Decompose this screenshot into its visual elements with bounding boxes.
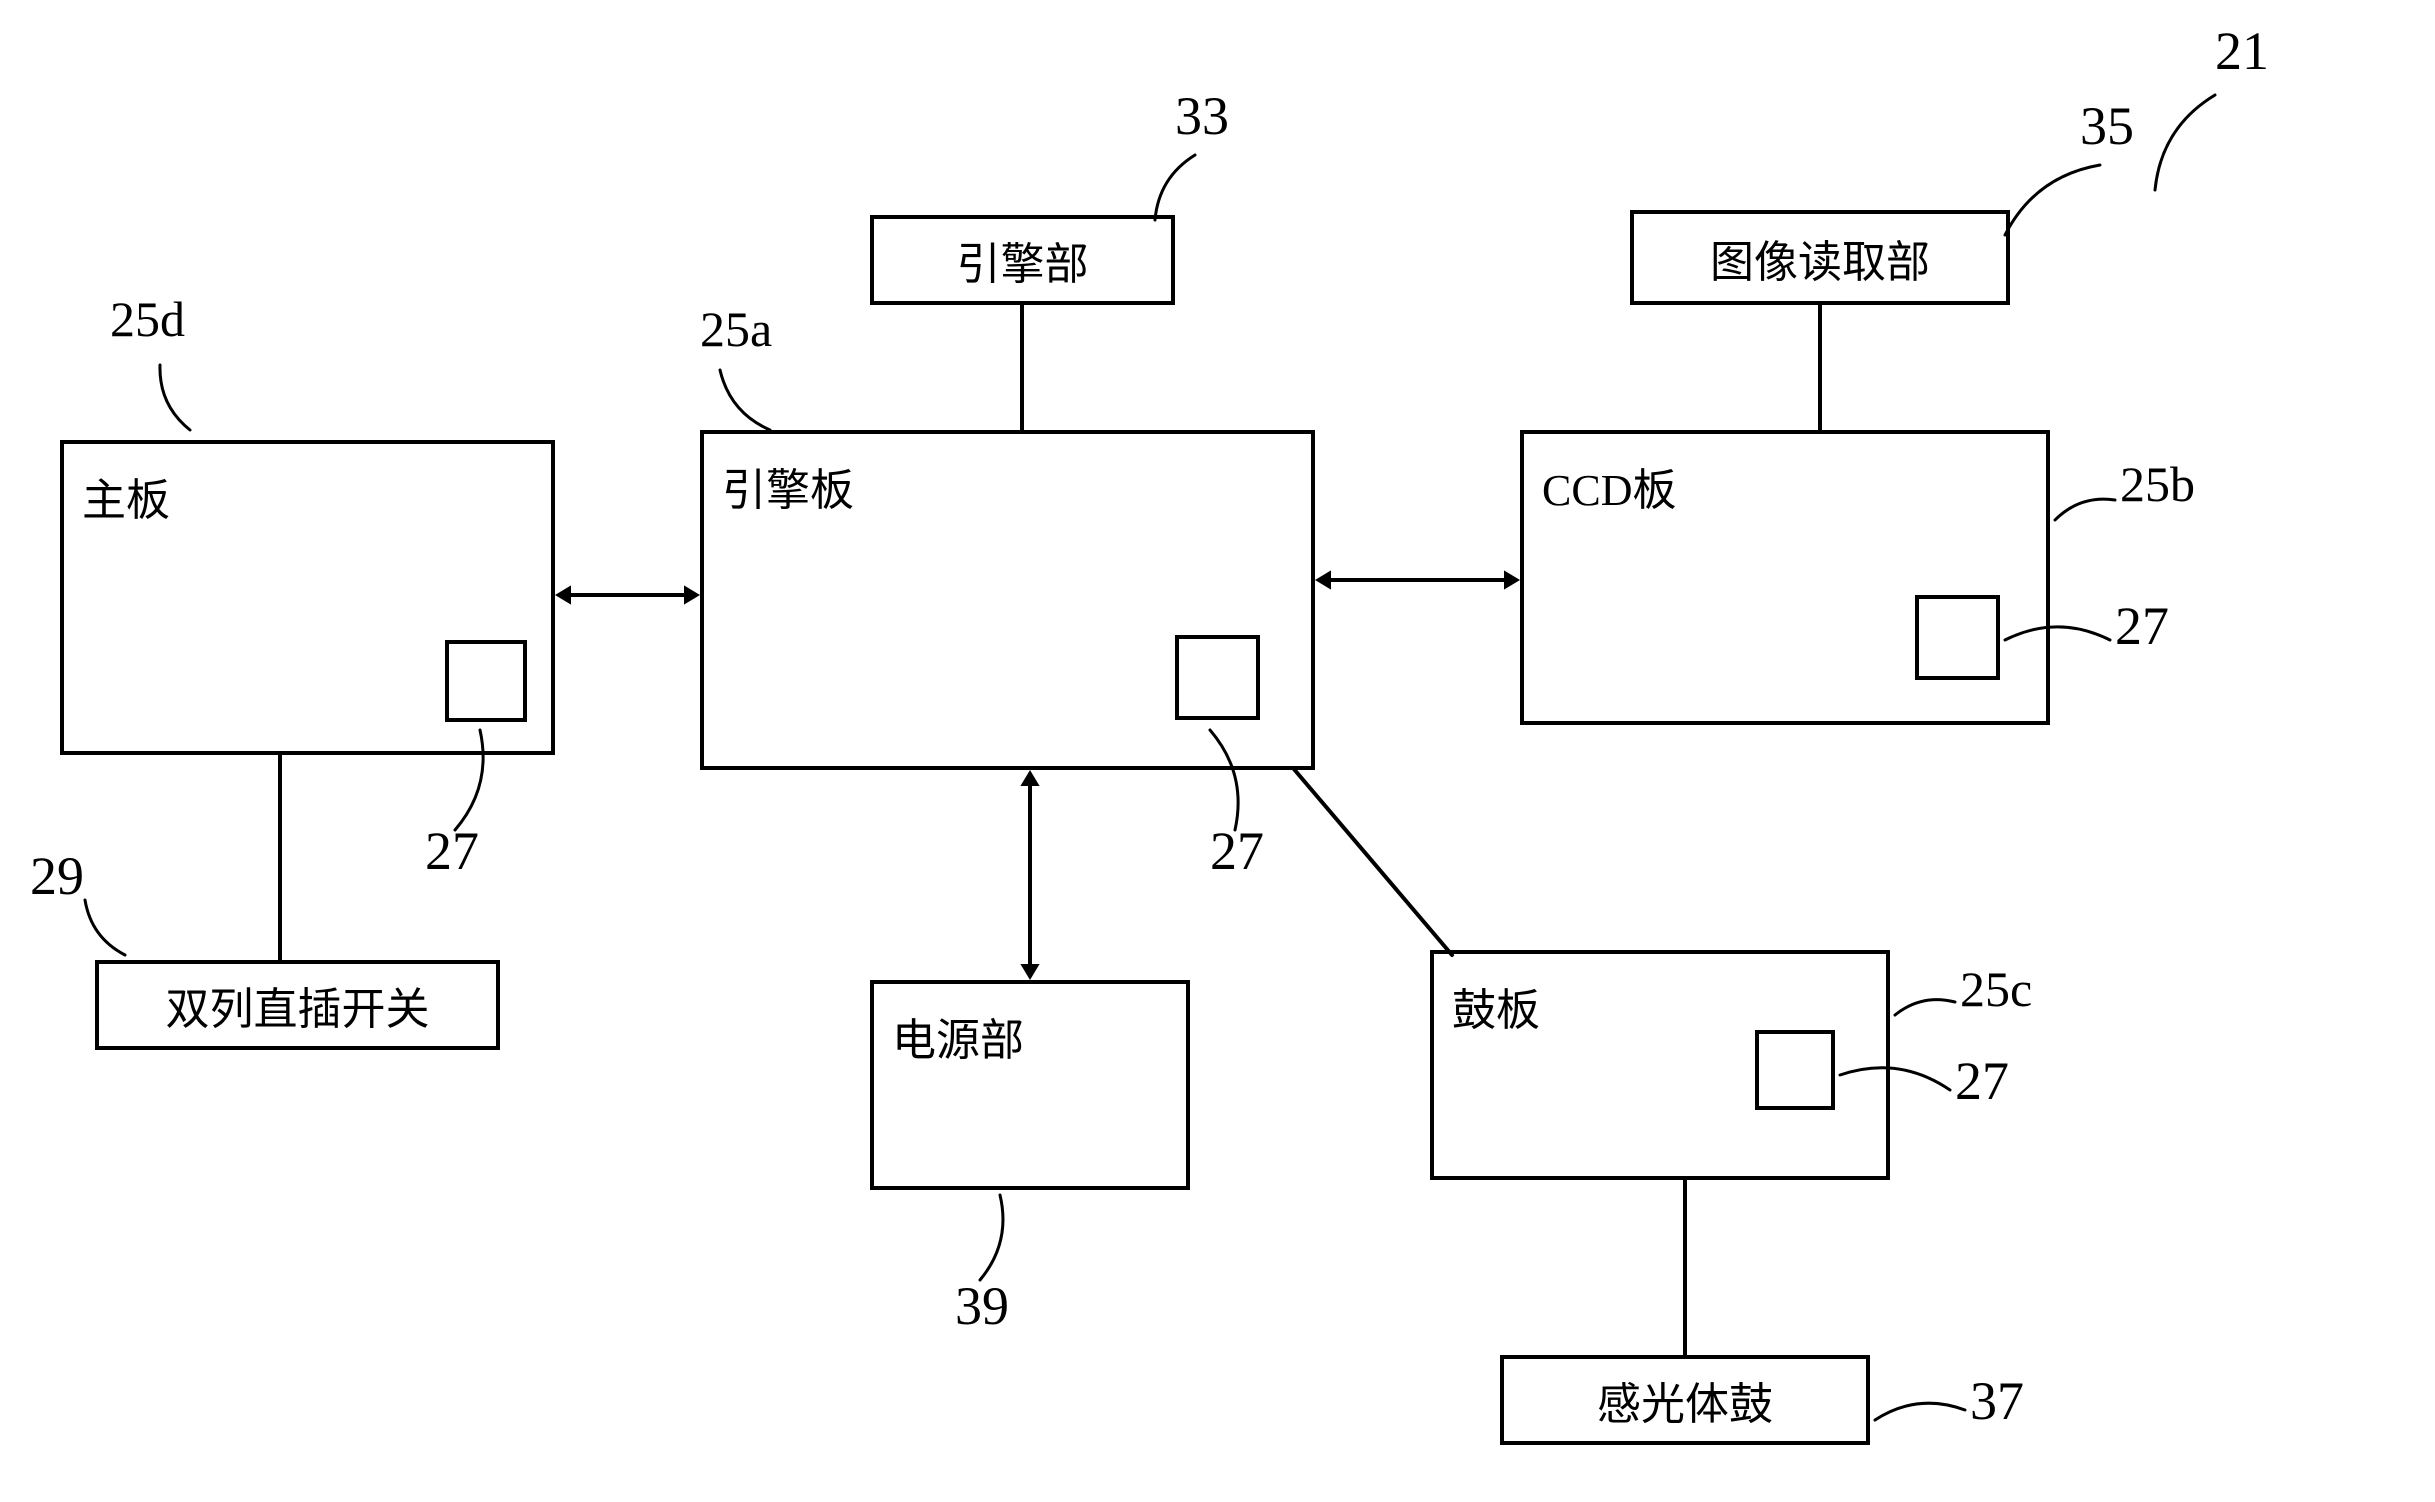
callout-37: 37 — [1970, 1370, 2024, 1432]
label-ccd-board: CCD板 — [1542, 454, 1676, 518]
callout-25c: 25c — [1960, 960, 2032, 1018]
diagram-stage: 主板 引擎板 CCD板 鼓板 引擎部 图像读取部 双列直插开关 电源部 感光体鼓… — [0, 0, 2435, 1502]
callout-25b: 25b — [2120, 455, 2195, 513]
chip-engine-board — [1175, 635, 1260, 720]
label-dip-switch: 双列直插开关 — [166, 973, 430, 1037]
label-engine-unit: 引擎部 — [957, 228, 1089, 292]
callout-21: 21 — [2215, 20, 2269, 82]
chip-drum-board — [1755, 1030, 1835, 1110]
chip-ccd-board — [1915, 595, 2000, 680]
callout-27d: 27 — [1955, 1050, 2009, 1112]
label-main-board: 主板 — [82, 464, 170, 528]
callout-35: 35 — [2080, 95, 2134, 157]
node-photoreceptor-drum: 感光体鼓 — [1500, 1355, 1870, 1445]
chip-main-board — [445, 640, 527, 722]
callout-27a: 27 — [425, 820, 479, 882]
callout-27b: 27 — [1210, 820, 1264, 882]
node-image-reader: 图像读取部 — [1630, 210, 2010, 305]
callout-29: 29 — [30, 845, 84, 907]
label-power-unit: 电源部 — [892, 1004, 1024, 1068]
callout-27c: 27 — [2115, 595, 2169, 657]
callout-33: 33 — [1175, 85, 1229, 147]
label-image-reader: 图像读取部 — [1710, 226, 1930, 290]
label-engine-board: 引擎板 — [722, 454, 854, 518]
callout-39: 39 — [955, 1275, 1009, 1337]
callout-25d: 25d — [110, 290, 185, 348]
node-engine-unit: 引擎部 — [870, 215, 1175, 305]
node-ccd-board: CCD板 — [1520, 430, 2050, 725]
label-drum-board: 鼓板 — [1452, 974, 1540, 1038]
callout-25a: 25a — [700, 300, 772, 358]
node-power-unit: 电源部 — [870, 980, 1190, 1190]
label-photoreceptor-drum: 感光体鼓 — [1597, 1368, 1773, 1432]
node-dip-switch: 双列直插开关 — [95, 960, 500, 1050]
